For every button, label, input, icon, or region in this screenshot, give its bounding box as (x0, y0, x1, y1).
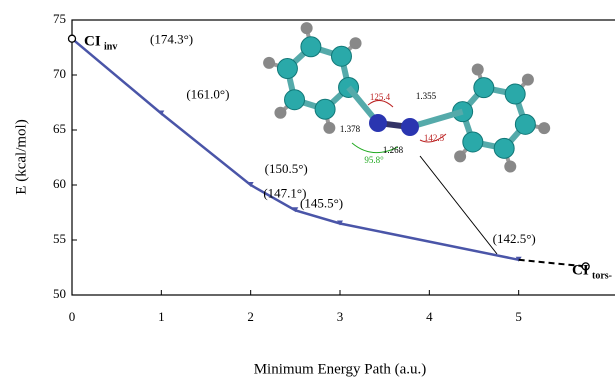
y-tick-label: 60 (53, 176, 66, 191)
c-atom (474, 78, 494, 98)
y-axis-label: E (kcal/mol) (13, 119, 29, 194)
h-atom (301, 22, 313, 34)
h-atom (323, 122, 335, 134)
c-atom (515, 114, 535, 134)
bond-label: 1.378 (340, 124, 361, 134)
point-label: (161.0°) (186, 86, 229, 101)
point-label: (174.3°) (150, 32, 193, 47)
x-tick-label: 0 (69, 309, 76, 324)
c-atom (463, 132, 483, 152)
n-atom (369, 114, 387, 132)
annotation-sub: tors- (592, 270, 612, 281)
h-atom (263, 57, 275, 69)
h-atom (472, 63, 484, 75)
x-tick-label: 4 (426, 309, 433, 324)
annotation: CI (572, 262, 589, 278)
h-atom (274, 107, 286, 119)
x-tick-label: 2 (247, 309, 254, 324)
point-label: (142.5°) (493, 231, 536, 246)
c-atom (301, 37, 321, 57)
molecule (263, 22, 550, 172)
h-atom (522, 74, 534, 86)
y-tick-label: 55 (53, 231, 66, 246)
x-tick-label: 5 (515, 309, 522, 324)
point-label: (145.5°) (300, 195, 343, 210)
annotation: CI (84, 33, 101, 49)
y-tick-label: 50 (53, 286, 66, 301)
annotation-sub: inv (104, 41, 117, 52)
x-tick-label: 3 (337, 309, 344, 324)
c-atom (494, 138, 514, 158)
endpoint-marker (69, 35, 76, 42)
bond-label: 125.4 (370, 92, 391, 102)
h-atom (350, 37, 362, 49)
bond-label: 1.355 (416, 91, 437, 101)
point-label: (150.5°) (265, 161, 308, 176)
c-atom (315, 99, 335, 119)
h-atom (454, 150, 466, 162)
h-atom (538, 122, 550, 134)
n-atom (401, 118, 419, 136)
c-atom (277, 59, 297, 79)
c-atom (285, 90, 305, 110)
c-atom (331, 46, 351, 66)
y-tick-label: 70 (53, 66, 66, 81)
pointer-line (420, 156, 497, 254)
chart: Minimum Energy Path (a.u.) E (kcal/mol) … (0, 0, 615, 383)
x-tick-label: 1 (158, 309, 165, 324)
bond-label: 142.5 (424, 133, 445, 143)
x-axis-label: Minimum Energy Path (a.u.) (254, 361, 427, 377)
bond-label: 95.8° (364, 155, 384, 165)
y-tick-label: 75 (53, 11, 66, 26)
y-tick-label: 65 (53, 121, 66, 136)
bond-label: 1.268 (383, 145, 404, 155)
h-atom (504, 161, 516, 173)
c-atom (505, 84, 525, 104)
